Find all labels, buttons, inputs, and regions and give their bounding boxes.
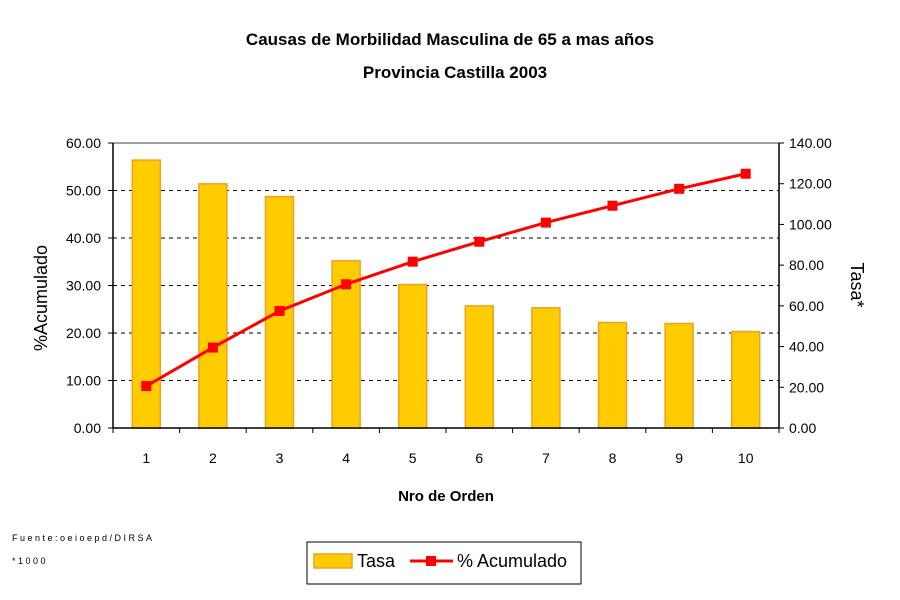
y-right-tick-label: 120.00 [789,176,832,192]
y-left-tick-label: 0.00 [74,420,101,436]
legend-label-tasa: Tasa [357,551,396,571]
footnote: *1000 [12,556,48,566]
source-note: Fuente:oeioepd/DIRSA [12,533,155,543]
y-left-tick-label: 60.00 [66,135,101,151]
y-right-tick-label: 40.00 [789,339,824,355]
x-tick-label: 3 [276,450,284,466]
bar-series-tasa [131,159,761,429]
bar-tasa-8 [597,321,628,429]
line-acumulado [145,172,747,388]
legend-label-acumulado: % Acumulado [457,551,567,571]
bar-tasa-5 [397,283,428,429]
marker-acumulado-10 [740,168,751,179]
x-tick-label: 8 [609,450,617,466]
y-right-tick-label: 60.00 [789,298,824,314]
marker-acumulado-3 [274,305,285,316]
x-tick-label: 6 [475,450,483,466]
x-tick-label: 9 [675,450,683,466]
x-tick-label: 5 [409,450,417,466]
bar-tasa-10 [730,330,761,429]
y-right-tick-label: 100.00 [789,216,832,232]
x-tick-label: 7 [542,450,550,466]
y-right-tick-label: 20.00 [789,379,824,395]
bar-tasa-2 [198,183,228,429]
legend-swatch-tasa [313,553,353,569]
y-axis-right-label: Tasa* [847,262,867,307]
y-right-tick-label: 140.00 [789,135,832,151]
marker-acumulado-8 [607,200,618,211]
y-left-tick-label: 10.00 [66,373,101,389]
chart-title: Causas de Morbilidad Masculina de 65 a m… [246,30,654,49]
bar-tasa-7 [531,307,561,429]
marker-acumulado-5 [407,256,418,267]
x-tick-label: 2 [209,450,217,466]
axes: 0.00 10.00 20.00 30.00 40.00 50.00 60.00 0.00 20… [66,135,832,466]
marker-acumulado-7 [540,217,551,228]
y-left-tick-label: 50.00 [66,183,101,199]
y-right-tick-label: 80.00 [789,257,824,273]
y-axis-left-label: %Acumulado [31,245,51,351]
marker-acumulado-4 [341,279,352,290]
chart-subtitle: Provincia Castilla 2003 [363,63,547,82]
marker-acumulado-2 [207,342,218,353]
y-left-tick-label: 40.00 [66,230,101,246]
y-right-tick-label: 0.00 [789,420,816,436]
marker-acumulado-9 [674,183,685,194]
x-tick-label: 10 [738,450,754,466]
line-series-acumulado [141,168,751,392]
x-axis-label: Nro de Orden [398,488,494,505]
legend-marker-acumulado [426,556,436,566]
bar-tasa-9 [664,322,694,429]
legend: Tasa % Acumulado [306,541,582,585]
marker-acumulado-1 [141,381,152,392]
x-tick-label: 1 [142,450,150,466]
x-tick-label: 4 [342,450,350,466]
y-left-tick-label: 20.00 [66,325,101,341]
y-left-tick-label: 30.00 [66,278,101,294]
marker-acumulado-6 [474,236,485,247]
bar-tasa-6 [464,305,495,429]
bar-tasa-1 [131,159,162,429]
